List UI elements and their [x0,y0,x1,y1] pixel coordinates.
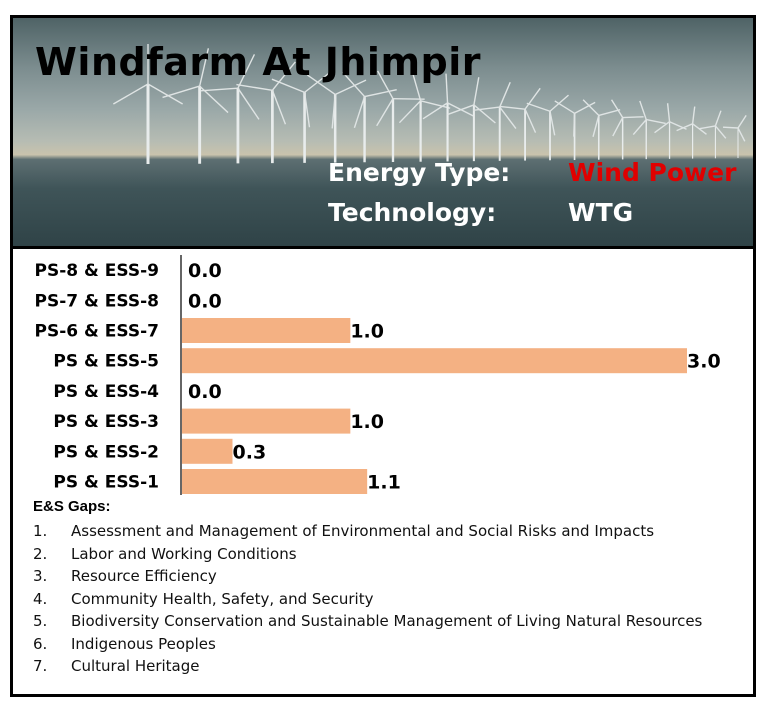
turbine-icon [447,77,496,162]
data-label: 0.3 [233,441,267,463]
es-gap-bar-chart: PS-8 & ESS-9 0.0 PS-7 & ESS-8 0.0 PS-6 & ESS… [35,255,721,495]
gap-text: Assessment and Management of Environment… [71,522,655,540]
turbine-icon [376,70,425,162]
gap-text: Labor and Working Conditions [71,544,297,563]
gap-list-item: 7. Cultural Heritage [33,655,748,678]
gap-list-item: 4. Community Health, Safety, and Security [33,588,748,611]
turbine-icon [610,99,644,160]
gap-number: 4. [33,589,48,608]
gap-text: Indigenous Peoples [71,634,216,653]
category-label: PS-8 & ESS-9 [35,261,159,281]
gap-number: 5. [33,612,48,630]
turbine-icon [342,71,397,163]
category-label: PS-6 & ESS-7 [35,322,159,342]
category-label: PS-7 & ESS-8 [35,291,159,311]
turbine-icon [306,74,367,163]
technology-label: Technology: [328,198,497,227]
energy-type-value: Wind Power [568,158,737,187]
es-gaps-list: 1. Assessment and Management of Environme… [33,520,748,678]
turbine-icon [654,103,687,159]
gap-list-item: 3. Resource Efficiency [33,565,748,588]
windfarm-banner-image: Windfarm At Jhimpir Energy Type: Wind Po… [13,18,753,249]
gap-list-item: 1. Assessment and Management of Environme… [33,520,748,543]
wind-turbines-illustration [113,44,747,164]
gap-list-item: 6. Indigenous Peoples [33,633,748,656]
gap-number: 7. [33,657,48,675]
page-title: Windfarm At Jhimpir [35,40,482,84]
turbine-icon [422,73,474,162]
gap-text: Cultural Heritage [71,657,200,675]
category-label: PS & ESS-2 [53,442,159,462]
data-label: 1.0 [350,321,384,343]
gap-text: Community Health, Safety, and Security [71,589,374,608]
gap-list-item: 2. Labor and Working Conditions [33,543,748,566]
data-label: 0.0 [188,290,222,312]
figure-frame: Windfarm At Jhimpir Energy Type: Wind Po… [10,15,756,697]
gap-text: Resource Efficiency [71,567,217,585]
turbine-icon [632,100,666,160]
turbine-icon [699,110,727,159]
turbine-icon [236,61,296,164]
turbine-icon [722,115,747,158]
gap-text: Biodiversity Conservation and Sustainabl… [71,612,703,630]
gap-number: 2. [33,544,48,563]
category-label: PS & ESS-3 [53,412,159,432]
turbine-icon [499,87,541,161]
data-label: 0.0 [188,381,222,403]
energy-type-label: Energy Type: [328,158,511,187]
turbine-icon [200,54,260,164]
data-label: 3.0 [687,351,721,373]
gap-number: 1. [33,522,48,540]
category-label: PS & ESS-5 [53,352,159,372]
gap-number: 6. [33,634,48,653]
es-gaps-legend: E&S Gaps: 1. Assessment and Management of… [33,498,748,678]
bar [182,318,351,343]
turbine-icon [113,44,183,164]
gap-number: 3. [33,567,48,585]
bar [182,408,351,434]
turbine-icon [676,106,707,159]
bar [182,469,368,494]
category-label: PS & ESS-4 [53,382,159,402]
turbine-icon [582,99,621,160]
bar [182,438,233,464]
bar [182,348,687,374]
turbine-icon [271,70,333,163]
technology-value: WTG [568,198,634,227]
category-label: PS & ESS-1 [53,473,159,493]
turbine-icon [398,71,451,162]
turbine-icon [472,82,517,161]
data-label: 1.1 [367,472,401,494]
data-label: 0.0 [188,260,222,282]
gap-list-item: 5. Biodiversity Conservation and Sustaina… [33,610,748,633]
es-gaps-title: E&S Gaps: [33,498,111,515]
turbine-icon [554,100,596,160]
data-label: 1.0 [350,411,384,433]
